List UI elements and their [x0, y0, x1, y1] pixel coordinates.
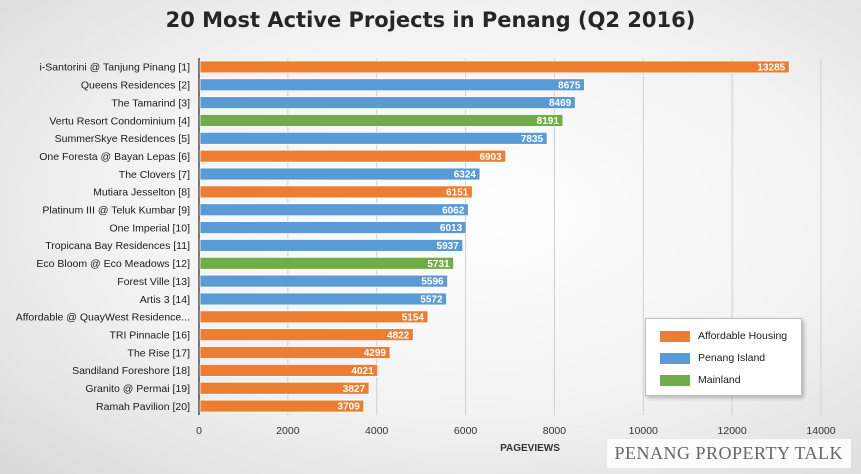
bar-value-label: 5572 [420, 295, 443, 306]
x-tick-label: 4000 [365, 425, 389, 437]
legend-item-island: Penang Island [660, 351, 765, 365]
bar-value-label: 6324 [454, 170, 477, 181]
category-label: Eco Bloom @ Eco Meadows [12] [36, 258, 190, 270]
category-label: One Foresta @ Bayan Lepas [6] [39, 151, 190, 163]
category-label: Tropicana Bay Residences [11] [45, 240, 190, 252]
x-tick-label: 14000 [806, 425, 835, 437]
category-label: Vertu Resort Condominium [4] [49, 115, 190, 127]
chart-title: 20 Most Active Projects in Penang (Q2 20… [165, 8, 696, 32]
bar [199, 381, 370, 395]
bar [199, 131, 548, 145]
bar [199, 114, 564, 127]
bar [199, 363, 379, 377]
bar [199, 185, 473, 199]
bar [199, 292, 447, 306]
x-tick-label: 2000 [276, 425, 300, 437]
bar [199, 203, 469, 217]
x-tick-label: 6000 [454, 425, 478, 437]
x-axis-title: PAGEVIEWS [500, 443, 560, 454]
x-tick-label: 8000 [543, 425, 567, 437]
bar-value-label: 6151 [446, 187, 469, 198]
category-label: i-Santorini @ Tanjung Pinang [1] [39, 62, 190, 74]
bar-value-label: 4299 [364, 348, 387, 359]
category-label: TRI Pinnacle [16] [109, 329, 190, 341]
bar [199, 399, 365, 413]
category-label: The Clovers [7] [119, 169, 190, 181]
bar [199, 239, 464, 252]
bar-value-label: 5731 [427, 259, 450, 270]
x-tick-label: 0 [196, 425, 202, 437]
bar-value-label: 13285 [757, 63, 785, 74]
bar [199, 149, 507, 163]
bar-value-label: 6062 [442, 205, 465, 216]
category-label: The Rise [17] [128, 347, 191, 359]
category-label: Mutiara Jesselton [8] [93, 187, 190, 199]
category-label: Artis 3 [14] [140, 294, 190, 306]
bar [199, 96, 576, 110]
x-tick-label: 10000 [629, 425, 658, 437]
bar [199, 310, 429, 324]
bar-value-label: 3827 [343, 384, 366, 395]
bar-value-label: 8675 [558, 80, 581, 91]
bar [199, 78, 585, 92]
category-label: SummerSkye Residences [5] [55, 133, 190, 145]
bar [199, 167, 481, 181]
bar [199, 256, 455, 270]
bar-value-label: 4021 [351, 366, 374, 377]
legend-label-affordable: Affordable Housing [698, 330, 788, 342]
bar [199, 328, 414, 342]
legend-swatch-mainland [660, 374, 690, 386]
legend-label-mainland: Mainland [698, 374, 741, 386]
category-label: One Imperial [10] [109, 222, 190, 234]
category-label: The Tamarind [3] [111, 97, 190, 109]
legend-label-island: Penang Island [698, 352, 766, 364]
bar [199, 221, 467, 234]
legend-swatch-affordable [660, 330, 690, 342]
category-label: Platinum III @ Teluk Kumbar [9] [42, 205, 190, 217]
bar-value-label: 8191 [537, 116, 560, 127]
bar [199, 274, 449, 288]
bar-value-label: 5937 [437, 241, 460, 252]
bar-value-label: 8469 [549, 98, 572, 109]
legend-item-mainland: Mainland [660, 373, 741, 387]
legend-item-affordable: Affordable Housing [660, 329, 787, 343]
category-label: Queens Residences [2] [81, 80, 190, 92]
bar-value-label: 6013 [440, 223, 463, 234]
bar-value-label: 7835 [521, 134, 544, 145]
category-label: Sandiland Foreshore [18] [72, 365, 190, 377]
bar-value-label: 4822 [387, 330, 410, 341]
legend: Affordable Housing Penang Island Mainlan… [645, 318, 802, 396]
category-label: Granito @ Permai [19] [85, 383, 190, 395]
bar [199, 346, 391, 359]
bar-value-label: 6903 [479, 152, 502, 163]
watermark-logo: PENANG PROPERTY TALK [606, 439, 851, 468]
category-label: Affordable @ QuayWest Residence... [16, 312, 190, 324]
bar-value-label: 5596 [421, 277, 444, 288]
category-label: Forest Ville [13] [117, 276, 190, 288]
bar-value-label: 5154 [402, 312, 425, 323]
bar [199, 60, 790, 74]
x-tick-label: 12000 [718, 425, 747, 437]
legend-swatch-island [660, 352, 690, 364]
category-label: Ramah Pavilion [20] [96, 401, 190, 413]
bar-value-label: 3709 [338, 402, 361, 413]
